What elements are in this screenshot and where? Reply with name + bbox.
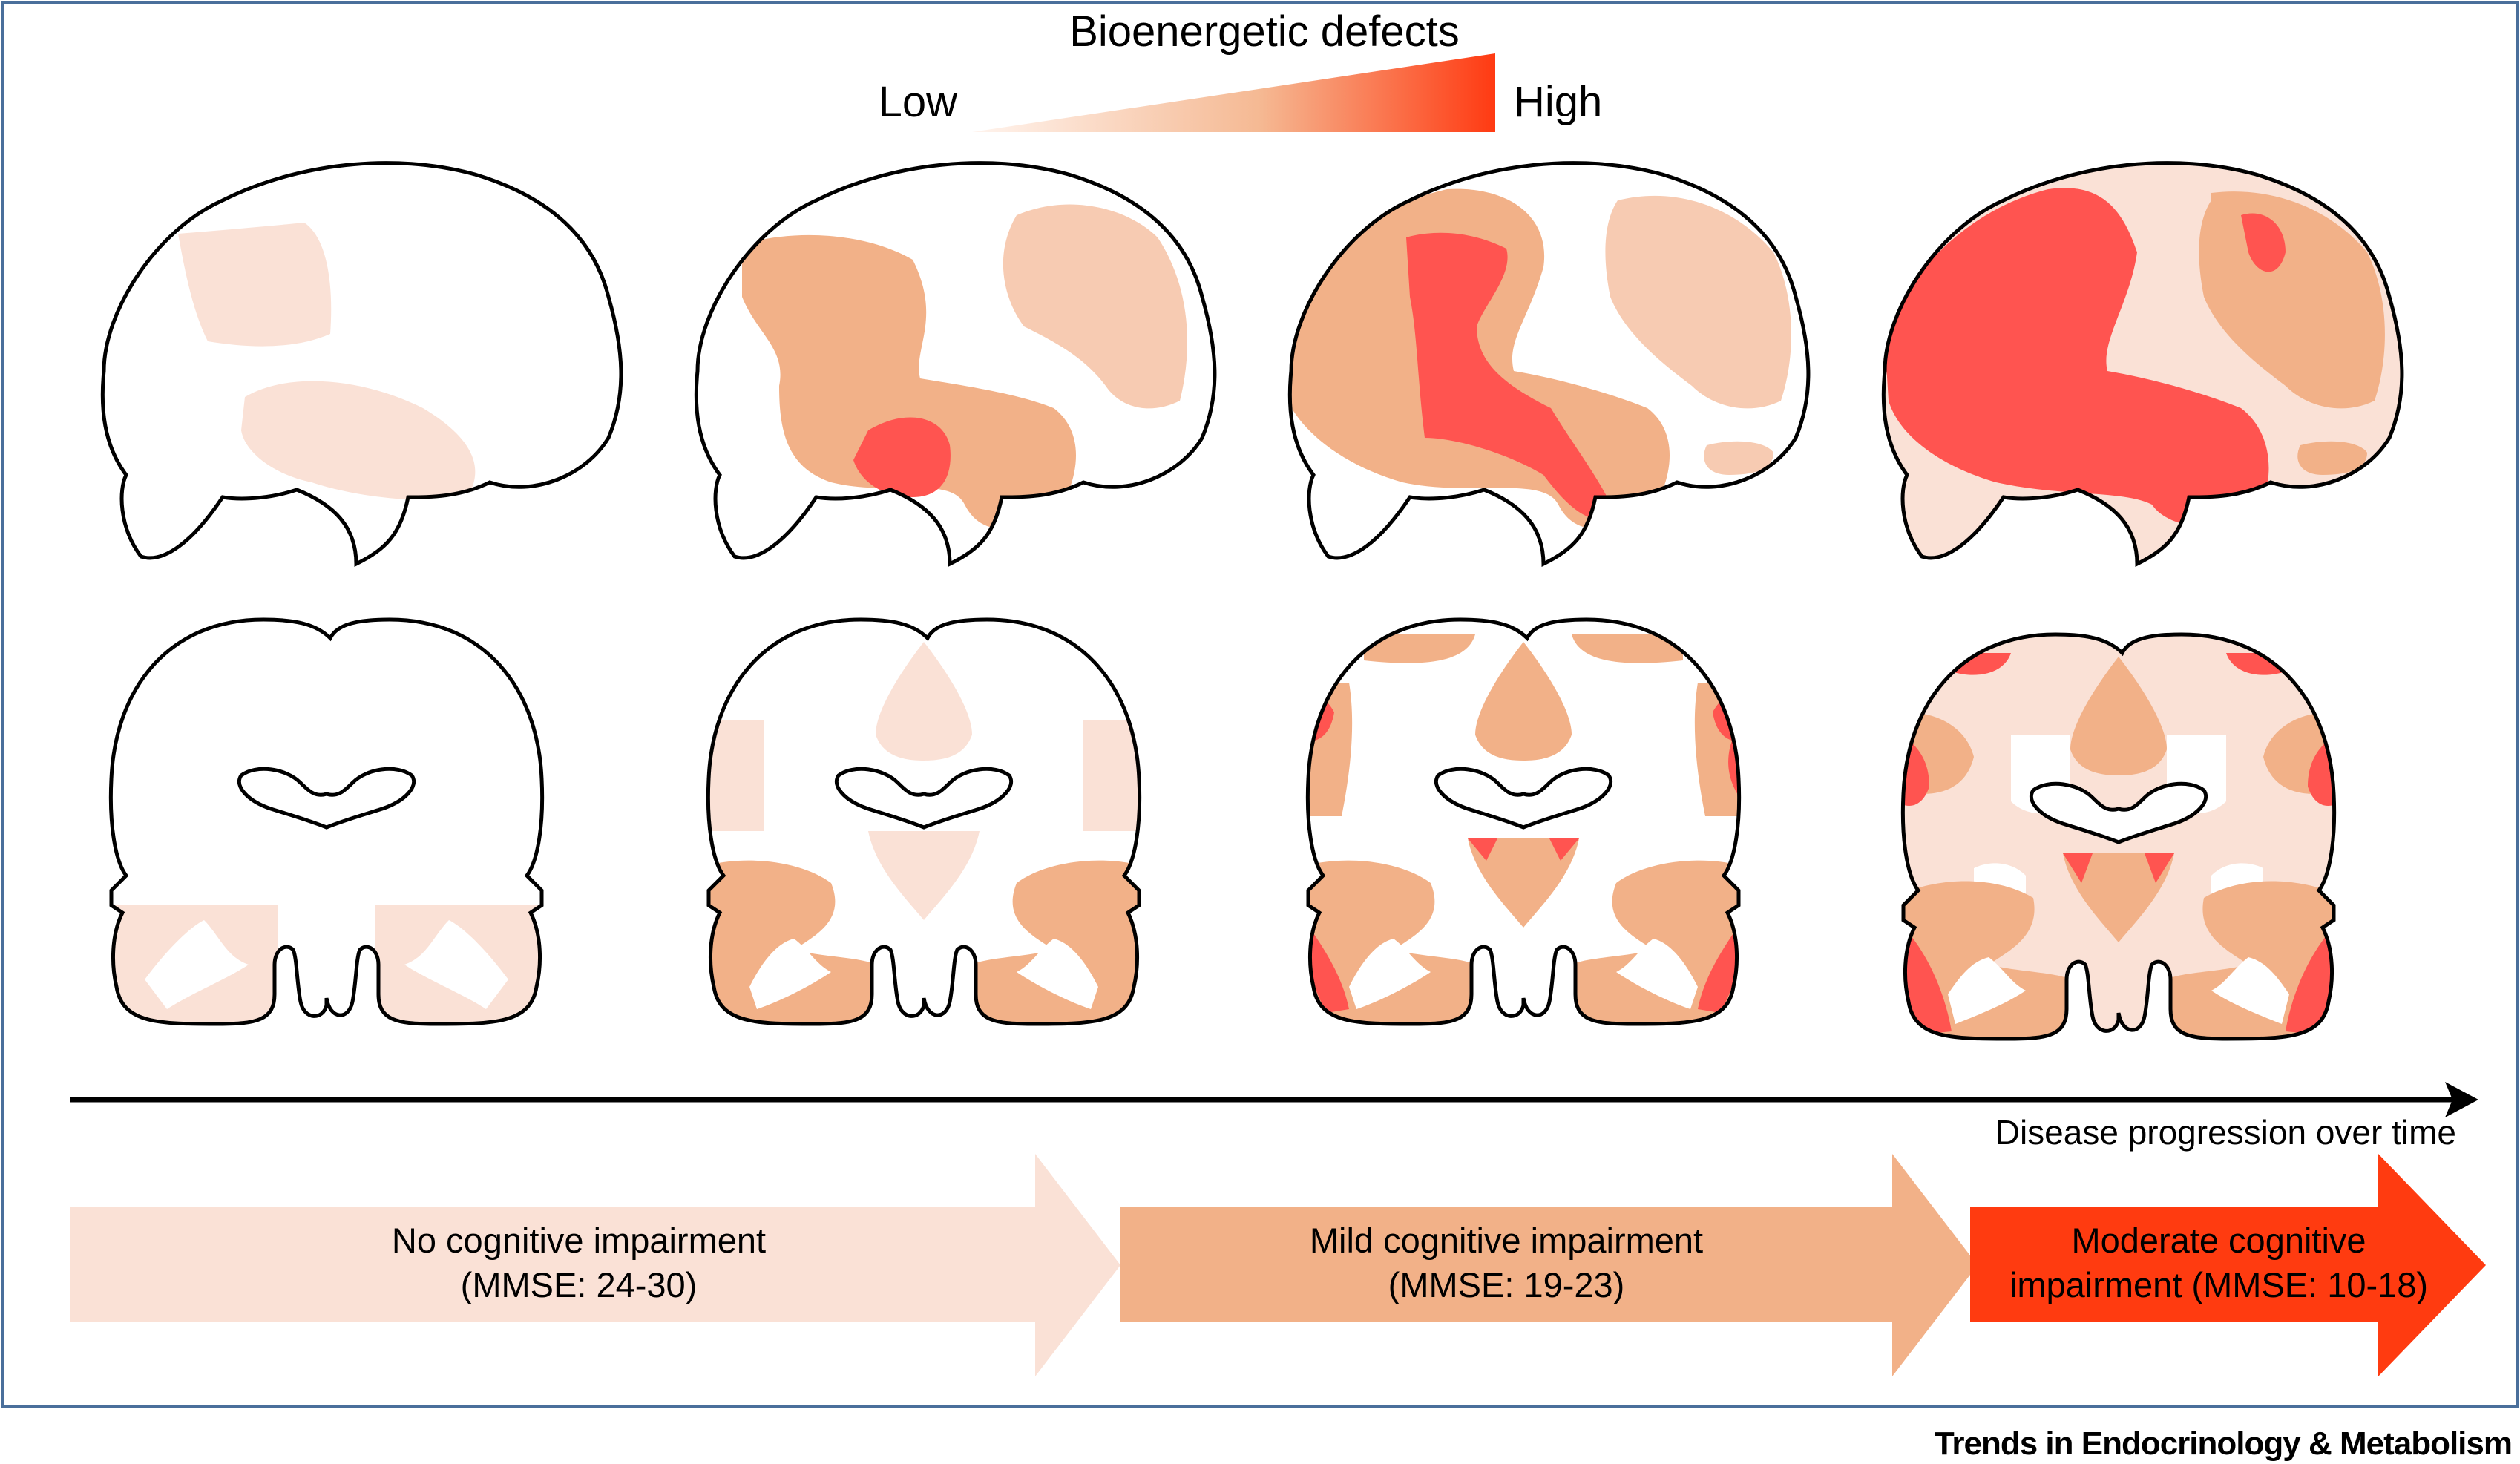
timeline-label: Disease progression over time xyxy=(1995,1113,2456,1152)
stage-2-label-line1: Mild cognitive impairment xyxy=(1310,1221,1703,1260)
coronal-brain-stage-3 xyxy=(1297,620,1750,1024)
stage-arrow-3: Moderate cognitive impairment (MMSE: 10-… xyxy=(1970,1154,2486,1376)
lateral-brain-stage-1 xyxy=(102,163,621,564)
legend-low-label: Low xyxy=(879,78,959,126)
stage-arrow-1: No cognitive impairment (MMSE: 24-30) xyxy=(70,1154,1120,1376)
coronal-brain-stage-2 xyxy=(698,620,1150,1024)
stage-1-label-line1: No cognitive impairment xyxy=(392,1221,766,1260)
stage-2-label-line2: (MMSE: 19-23) xyxy=(1388,1265,1625,1304)
lateral-brain-stage-3 xyxy=(1284,163,1808,564)
stage-1-label-line2: (MMSE: 24-30) xyxy=(461,1265,698,1304)
timeline-arrow xyxy=(70,1082,2478,1117)
color-legend: Bioenergetic defects Low High xyxy=(879,7,1602,132)
stage-3-label-line1: Moderate cognitive xyxy=(2071,1221,2366,1260)
lateral-brain-stage-2 xyxy=(696,163,1215,564)
stage-3-label-line2: impairment (MMSE: 10-18) xyxy=(2009,1265,2428,1304)
figure-frame xyxy=(1,1,2519,1408)
stage-arrow-2: Mild cognitive impairment (MMSE: 19-23) xyxy=(1120,1154,1978,1376)
legend-high-label: High xyxy=(1514,78,1602,126)
lateral-brain-stage-4 xyxy=(1855,148,2419,594)
coronal-brain-stage-4 xyxy=(1863,623,2382,1069)
coronal-brain-stage-1 xyxy=(100,620,553,1024)
legend-gradient-wedge xyxy=(972,53,1495,132)
legend-title: Bioenergetic defects xyxy=(1069,7,1460,56)
journal-credit: Trends in Endocrinology & Metabolism xyxy=(1935,1425,2512,1462)
